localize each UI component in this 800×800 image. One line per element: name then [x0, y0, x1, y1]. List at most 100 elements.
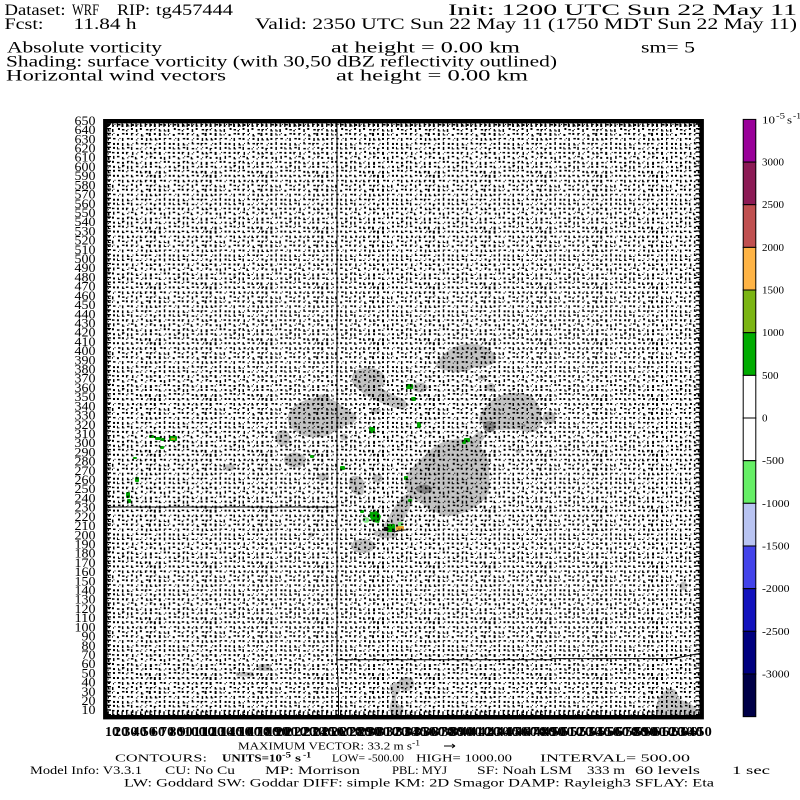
svg-text:560: 560 — [607, 724, 629, 739]
svg-text:360: 360 — [423, 724, 445, 739]
svg-text:520: 520 — [75, 234, 96, 248]
svg-text:600: 600 — [644, 724, 666, 739]
svg-text:380: 380 — [441, 724, 463, 739]
svg-text:630: 630 — [671, 724, 693, 739]
svg-text:270: 270 — [75, 464, 96, 478]
svg-text:580: 580 — [625, 724, 647, 739]
svg-text:-2000: -2000 — [762, 583, 790, 595]
svg-text:PBL: MYJ: PBL: MYJ — [392, 765, 448, 777]
svg-text:160: 160 — [239, 724, 261, 739]
svg-text:390: 390 — [451, 724, 473, 739]
svg-text:Fcst:: Fcst: — [5, 16, 44, 33]
svg-text:50: 50 — [142, 724, 156, 739]
svg-text:INTERVAL= 500.00: INTERVAL= 500.00 — [540, 753, 691, 765]
svg-text:60 levels: 60 levels — [635, 765, 701, 777]
svg-text:80: 80 — [82, 639, 96, 653]
svg-text:570: 570 — [75, 188, 96, 202]
svg-text:50: 50 — [82, 666, 96, 680]
svg-text:460: 460 — [515, 724, 537, 739]
svg-text:320: 320 — [75, 418, 96, 432]
svg-text:470: 470 — [75, 280, 96, 294]
svg-text:130: 130 — [75, 593, 96, 607]
svg-text:-1000: -1000 — [762, 498, 790, 510]
svg-text:540: 540 — [589, 724, 611, 739]
svg-text:490: 490 — [75, 261, 96, 275]
svg-text:-2500: -2500 — [762, 626, 790, 638]
svg-text:90: 90 — [179, 724, 193, 739]
svg-text:-1500: -1500 — [762, 541, 790, 553]
svg-text:sm= 5: sm= 5 — [641, 39, 695, 56]
svg-text:650: 650 — [75, 114, 96, 128]
svg-text:330: 330 — [75, 409, 96, 423]
svg-text:110: 110 — [193, 724, 215, 739]
svg-text:280: 280 — [349, 724, 371, 739]
svg-text:-3000: -3000 — [762, 668, 790, 680]
svg-text:10: 10 — [105, 724, 119, 739]
svg-text:1000: 1000 — [762, 327, 785, 339]
svg-text:SF: Noah LSM: SF: Noah LSM — [477, 765, 572, 777]
svg-text:390: 390 — [75, 353, 96, 367]
svg-text:500: 500 — [762, 370, 779, 382]
svg-text:280: 280 — [75, 455, 96, 469]
svg-text:HIGH= 1000.00: HIGH= 1000.00 — [416, 753, 513, 765]
svg-text:370: 370 — [75, 372, 96, 386]
svg-text:at height = 0.00 km: at height = 0.00 km — [336, 68, 529, 85]
svg-text:110: 110 — [75, 611, 96, 625]
svg-text:540: 540 — [75, 215, 96, 229]
svg-text:150: 150 — [75, 574, 96, 588]
svg-text:30: 30 — [82, 685, 96, 699]
svg-text:250: 250 — [75, 482, 96, 496]
svg-text:360: 360 — [75, 381, 96, 395]
svg-text:200: 200 — [75, 528, 96, 542]
svg-text:10: 10 — [762, 115, 776, 127]
svg-text:MAXIMUM VECTOR: 33.2 m s: MAXIMUM VECTOR: 33.2 m s — [238, 741, 412, 753]
svg-text:230: 230 — [75, 501, 96, 515]
svg-text:RIP:: RIP: — [117, 2, 150, 19]
svg-text:240: 240 — [313, 724, 335, 739]
svg-text:450: 450 — [506, 724, 528, 739]
svg-text:40: 40 — [133, 724, 147, 739]
svg-text:440: 440 — [75, 307, 96, 321]
svg-text:640: 640 — [681, 724, 703, 739]
svg-text:100: 100 — [75, 620, 96, 634]
svg-text:140: 140 — [75, 584, 96, 598]
svg-text:tg457444: tg457444 — [156, 2, 233, 19]
svg-text:240: 240 — [75, 491, 96, 505]
svg-text:270: 270 — [340, 724, 362, 739]
svg-text:130: 130 — [211, 724, 233, 739]
svg-text:-5: -5 — [776, 111, 785, 121]
svg-text:640: 640 — [75, 123, 96, 137]
svg-text:30: 30 — [123, 724, 137, 739]
svg-text:350: 350 — [75, 390, 96, 404]
svg-text:160: 160 — [75, 565, 96, 579]
svg-text:60: 60 — [151, 724, 165, 739]
svg-text:Horizontal wind vectors: Horizontal wind vectors — [6, 68, 226, 85]
svg-text:Shading: surface vorticity (wi: Shading: surface vorticity (with 30,50 d… — [6, 53, 557, 70]
svg-text:-5: -5 — [282, 751, 291, 760]
svg-text:530: 530 — [579, 724, 601, 739]
svg-text:590: 590 — [635, 724, 657, 739]
svg-text:450: 450 — [75, 298, 96, 312]
svg-text:430: 430 — [487, 724, 509, 739]
svg-text:180: 180 — [257, 724, 279, 739]
svg-text:560: 560 — [75, 197, 96, 211]
svg-text:420: 420 — [75, 326, 96, 340]
svg-text:Model Info: V3.3.1: Model Info: V3.3.1 — [30, 765, 142, 777]
svg-text:500: 500 — [75, 252, 96, 266]
svg-text:430: 430 — [75, 316, 96, 330]
svg-text:s: s — [295, 753, 302, 765]
svg-text:40: 40 — [82, 676, 96, 690]
svg-text:620: 620 — [662, 724, 684, 739]
svg-text:310: 310 — [377, 724, 399, 739]
svg-text:300: 300 — [75, 436, 96, 450]
svg-text:LOW= -500.00: LOW= -500.00 — [332, 753, 405, 765]
svg-text:650: 650 — [690, 724, 712, 739]
svg-text:580: 580 — [75, 178, 96, 192]
svg-text:510: 510 — [75, 243, 96, 257]
svg-text:230: 230 — [303, 724, 325, 739]
svg-text:590: 590 — [75, 169, 96, 183]
svg-text:180: 180 — [75, 547, 96, 561]
svg-text:410: 410 — [75, 335, 96, 349]
svg-text:-1: -1 — [303, 751, 311, 760]
svg-text:410: 410 — [469, 724, 491, 739]
